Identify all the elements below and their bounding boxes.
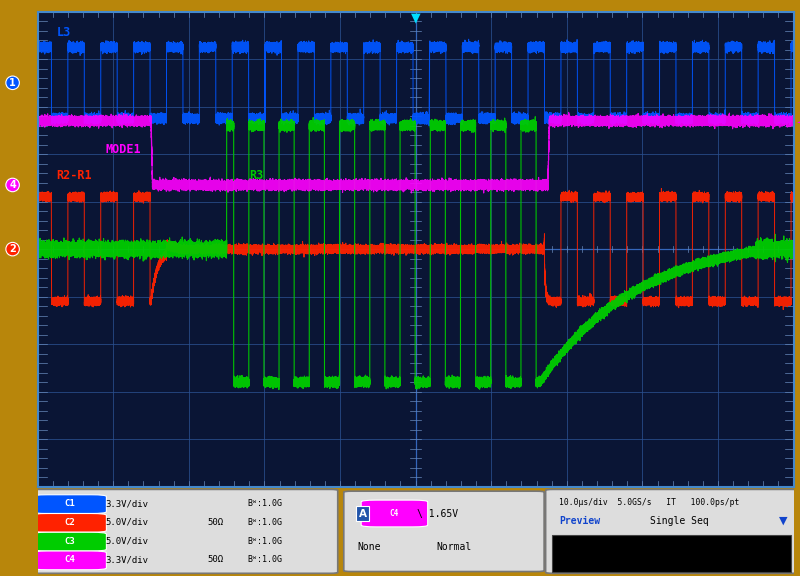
FancyBboxPatch shape [553, 535, 790, 572]
Text: 1: 1 [10, 78, 16, 88]
Text: 4: 4 [10, 180, 16, 190]
Text: C3: C3 [64, 537, 74, 545]
Text: None: None [358, 543, 381, 552]
Text: C4: C4 [64, 555, 74, 564]
Text: ◄: ◄ [798, 116, 800, 126]
FancyBboxPatch shape [31, 490, 338, 573]
Text: Bᵂ:1.0G: Bᵂ:1.0G [248, 555, 282, 564]
FancyBboxPatch shape [32, 514, 106, 532]
FancyBboxPatch shape [32, 551, 106, 570]
Text: 2: 2 [10, 244, 16, 254]
Text: Bᵂ:1.0G: Bᵂ:1.0G [248, 518, 282, 527]
FancyBboxPatch shape [546, 490, 799, 573]
Text: 10.0μs/div  5.0GS/s   IT   100.0ps/pt: 10.0μs/div 5.0GS/s IT 100.0ps/pt [559, 498, 740, 507]
Text: \ 1.65V: \ 1.65V [417, 509, 458, 518]
Text: C4: C4 [390, 509, 399, 518]
Text: Single Seq: Single Seq [650, 516, 709, 526]
Text: Normal: Normal [437, 543, 472, 552]
Text: 5.0V/div: 5.0V/div [106, 518, 149, 527]
Text: 3.3V/div: 3.3V/div [106, 499, 149, 508]
Text: 50Ω: 50Ω [208, 555, 224, 564]
FancyBboxPatch shape [361, 500, 428, 527]
Text: 3.3V/div: 3.3V/div [106, 555, 149, 564]
Text: MODE1: MODE1 [106, 143, 142, 156]
Text: Bᵂ:1.0G: Bᵂ:1.0G [248, 499, 282, 508]
Text: L3: L3 [57, 26, 70, 39]
FancyBboxPatch shape [32, 495, 106, 514]
Text: R3: R3 [250, 169, 263, 182]
Text: Bᵂ:1.0G: Bᵂ:1.0G [248, 537, 282, 545]
FancyBboxPatch shape [32, 532, 106, 551]
Text: 50Ω: 50Ω [208, 518, 224, 527]
Text: ▼: ▼ [410, 12, 421, 25]
Text: C1: C1 [64, 499, 74, 508]
Text: R2-R1: R2-R1 [57, 169, 92, 182]
Text: A: A [358, 509, 366, 518]
FancyBboxPatch shape [344, 491, 544, 571]
Text: C2: C2 [64, 518, 74, 527]
Text: 5.0V/div: 5.0V/div [106, 537, 149, 545]
Text: ▼: ▼ [778, 516, 787, 526]
Text: Preview: Preview [559, 516, 600, 526]
